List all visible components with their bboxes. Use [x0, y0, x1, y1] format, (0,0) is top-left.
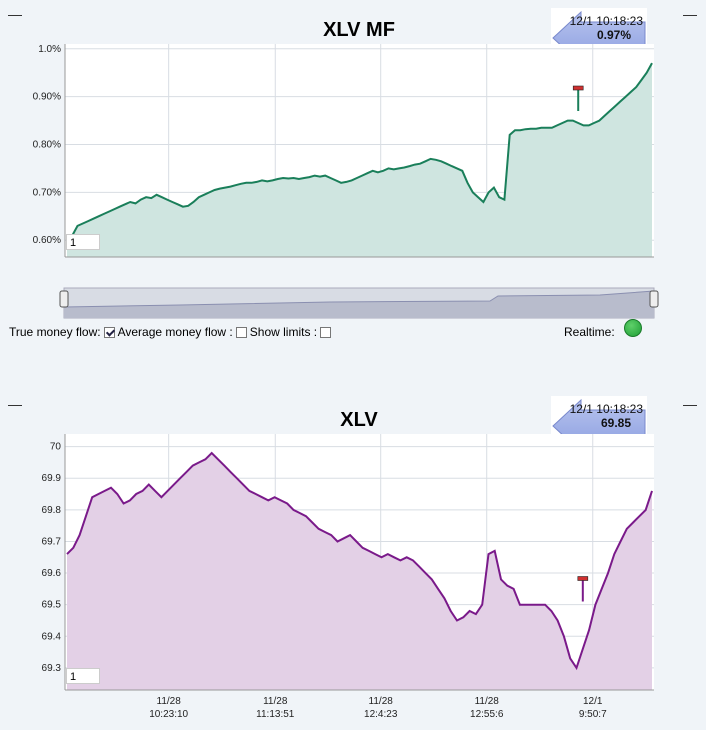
- realtime-status-icon[interactable]: [624, 319, 642, 337]
- navigator-left-handle[interactable]: [59, 290, 69, 308]
- chart-controls: True money flow: Average money flow : Sh…: [9, 325, 332, 339]
- y-tick-label: 1.0%: [38, 44, 61, 55]
- x-tick-date: 11/28: [263, 696, 288, 707]
- x-tick-date: 11/28: [475, 696, 500, 707]
- y-tick-label: 0.60%: [33, 235, 61, 246]
- y-tick-label: 69.7: [42, 536, 62, 547]
- realtime-arrow-mf: 12/1 10:18:23 0.97%: [551, 8, 647, 68]
- x-tick-time: 10:23:10: [149, 709, 188, 720]
- navigator-area: [64, 291, 654, 318]
- x-tick-date: 11/28: [369, 696, 394, 707]
- x-tick-date: 11/28: [157, 696, 182, 707]
- series-area: [67, 63, 652, 257]
- chart-title-xlv: XLV: [340, 409, 378, 431]
- y-tick-label: 69.9: [42, 473, 62, 484]
- navigator-line: [63, 290, 655, 308]
- y-tick-label: 0.80%: [33, 140, 61, 151]
- series-line: [66, 62, 653, 241]
- series-line: [66, 451, 653, 671]
- zoom-input-xlv[interactable]: 1: [66, 668, 100, 684]
- event-marker[interactable]: [577, 576, 589, 581]
- series-area: [67, 453, 652, 690]
- true-mf-label: True money flow:: [9, 325, 101, 339]
- mf-chart[interactable]: 0.60%0.70%0.80%0.90%1.0%11/2810:23:1011/…: [0, 0, 706, 260]
- y-tick-label: 69.5: [42, 600, 62, 611]
- top-left-dash: [8, 15, 22, 16]
- x-tick-time: 12:4:23: [364, 709, 398, 720]
- x-tick-time: 11:13:51: [256, 709, 295, 720]
- y-tick-label: 69.6: [42, 568, 62, 579]
- realtime-value: 69.85: [600, 416, 631, 430]
- y-tick-label: 0.90%: [33, 92, 61, 103]
- show-limits-checkbox[interactable]: [320, 326, 332, 338]
- realtime-time: 12/1 10:18:23: [569, 402, 643, 416]
- x-tick-time: 9:50:7: [579, 709, 607, 720]
- avg-mf-checkbox[interactable]: [235, 326, 247, 338]
- y-tick-label: 69.3: [42, 663, 62, 674]
- chart-title-mf: XLV MF: [323, 19, 395, 41]
- top-right-dash: [683, 15, 697, 16]
- navigator-right-handle[interactable]: [649, 290, 659, 308]
- x-tick-time: 12:55:6: [470, 709, 504, 720]
- y-tick-label: 70: [50, 442, 62, 453]
- show-limits-label: Show limits :: [249, 325, 318, 339]
- zoom-input-mf[interactable]: 1: [66, 234, 100, 250]
- y-tick-label: 69.8: [42, 505, 62, 516]
- realtime-value: 0.97%: [596, 28, 631, 42]
- event-marker[interactable]: [572, 85, 584, 91]
- realtime-label: Realtime:: [564, 325, 615, 339]
- x-tick-date: 12/1: [583, 696, 603, 707]
- mid-left-dash: [8, 405, 22, 406]
- mid-right-dash: [683, 405, 697, 406]
- true-mf-checkbox[interactable]: [103, 326, 115, 338]
- realtime-time: 12/1 10:18:23: [569, 14, 643, 28]
- y-tick-label: 69.4: [42, 631, 62, 642]
- y-tick-label: 0.70%: [33, 187, 61, 198]
- avg-mf-label: Average money flow :: [117, 325, 233, 339]
- range-navigator[interactable]: [0, 280, 706, 320]
